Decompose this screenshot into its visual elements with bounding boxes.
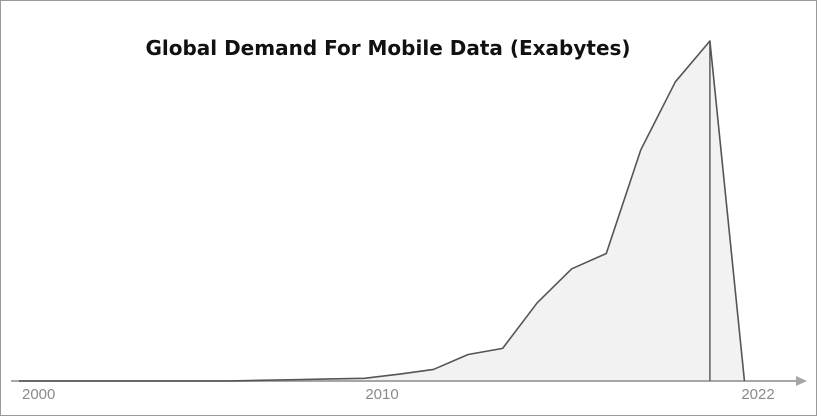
x-tick-label: 2010 — [365, 386, 398, 403]
x-axis-arrow — [796, 376, 807, 386]
series-line — [19, 40, 746, 382]
chart-title: Global Demand For Mobile Data (Exabytes) — [145, 36, 630, 60]
plot-area: 2000 2010 2022 — [11, 40, 807, 403]
x-tick-label: 2022 — [741, 386, 774, 403]
x-tick-label: 2000 — [22, 386, 55, 403]
area-fill — [19, 41, 745, 381]
